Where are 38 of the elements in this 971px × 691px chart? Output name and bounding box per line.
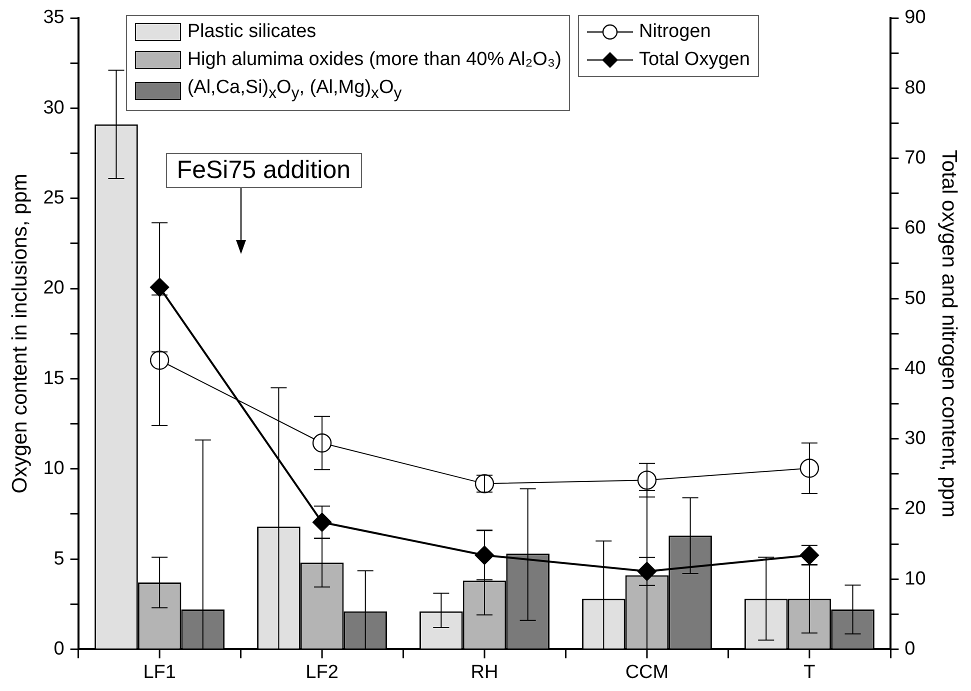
y2-tick-label: 70 xyxy=(904,148,926,168)
y-tick-label: 0 xyxy=(54,638,64,660)
legend-label: Total Oxygen xyxy=(639,48,750,72)
legend-label: Plastic silicates xyxy=(187,20,316,44)
y-tick-label: 25 xyxy=(43,188,64,209)
y2-tick-label: 90 xyxy=(904,7,926,28)
x-tick-label: CCM xyxy=(625,662,669,683)
legend-label: (Al,Ca,Si)$_{x}$O$_{y}$, (Al,Mg)$_{x}$O$_{y}$ xyxy=(187,76,402,104)
y-axis-title: Oxygen content in inclusions, ppm xyxy=(8,174,32,494)
y-tick-label: 10 xyxy=(43,458,64,480)
point xyxy=(150,350,170,370)
x-tick-label: RH xyxy=(470,662,498,683)
y2-tick-label: 40 xyxy=(904,358,926,379)
point xyxy=(312,512,332,532)
legend-label: Nitrogen xyxy=(639,20,711,44)
y2-tick-label: 10 xyxy=(904,568,926,590)
point xyxy=(800,458,820,478)
point xyxy=(637,562,657,581)
y-tick-label: 35 xyxy=(43,7,64,28)
y-tick-label: 20 xyxy=(43,278,64,299)
x-tick-label: LF1 xyxy=(143,662,176,683)
y2-tick-label: 20 xyxy=(904,498,926,520)
x-tick-label: T xyxy=(804,662,816,683)
point xyxy=(637,470,657,490)
y-tick-label: 30 xyxy=(43,97,64,118)
point xyxy=(312,433,332,453)
y2-tick-label: 60 xyxy=(904,218,926,239)
y2-tick-label: 50 xyxy=(904,288,926,309)
y2-tick-label: 0 xyxy=(904,638,916,660)
y2-tick-label: 80 xyxy=(904,77,926,98)
annotation: FeSi75 addition xyxy=(166,153,362,188)
y-tick-label: 15 xyxy=(43,368,64,389)
y2-axis-title: Total oxygen and nitrogen content, ppm xyxy=(938,150,961,518)
legend-label: High alumima oxides (more than 40% Al₂O₃) xyxy=(187,48,562,72)
y-tick-label: 5 xyxy=(54,548,64,570)
point xyxy=(474,546,494,565)
y2-tick-label: 30 xyxy=(904,428,926,450)
x-tick-label: LF2 xyxy=(306,662,338,683)
